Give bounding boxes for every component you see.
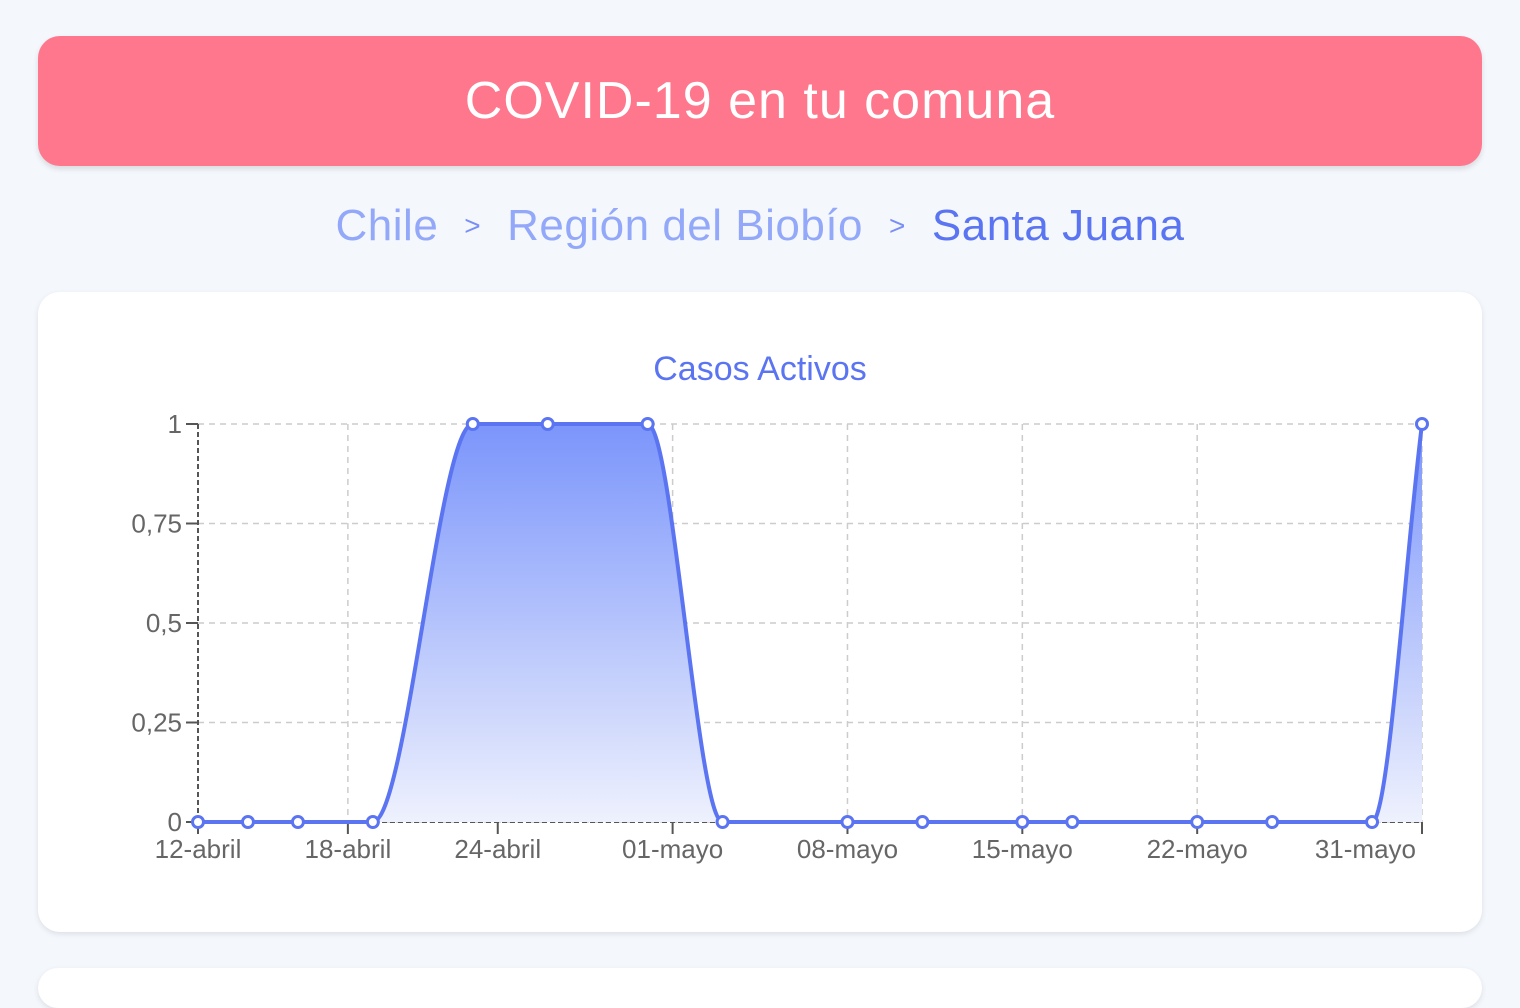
x-tick-label: 22-mayo	[1147, 834, 1248, 864]
breadcrumb-item-comuna: Santa Juana	[931, 201, 1185, 250]
breadcrumb: Chile > Región del Biobío > Santa Juana	[0, 196, 1520, 256]
chart-axes	[186, 423, 1423, 834]
x-tick-label: 24-abril	[454, 834, 541, 864]
y-tick-label: 1	[168, 409, 182, 439]
data-point[interactable]	[1365, 815, 1380, 829]
page-title: COVID-19 en tu comuna	[464, 72, 1056, 130]
data-point[interactable]	[365, 815, 380, 829]
y-tick-label: 0,75	[131, 509, 182, 539]
x-tick-label: 12-abril	[155, 834, 242, 864]
data-point[interactable]	[915, 815, 930, 829]
chart-card: Casos Activos 0 0,25 0,5 0,75 1 12-abril 18-ab…	[38, 292, 1482, 932]
data-point[interactable]	[465, 417, 480, 431]
y-tick-label: 0,5	[146, 608, 182, 638]
data-point[interactable]	[540, 417, 555, 431]
chart-tick-labels: 0 0,25 0,5 0,75 1 12-abril 18-abril 24-abril 01-…	[131, 409, 1416, 864]
data-point[interactable]	[840, 815, 855, 829]
y-tick-label: 0,25	[131, 708, 182, 738]
data-point[interactable]	[640, 417, 655, 431]
chart-title: Casos Activos	[653, 350, 867, 388]
series-line	[197, 422, 1424, 825]
data-point[interactable]	[290, 815, 305, 829]
next-card	[38, 968, 1482, 1008]
data-point[interactable]	[1190, 815, 1205, 829]
chart-grid	[198, 423, 1423, 823]
data-point[interactable]	[191, 815, 205, 829]
data-point[interactable]	[715, 815, 730, 829]
chart-series	[191, 417, 1429, 829]
data-point[interactable]	[240, 815, 255, 829]
active-cases-chart: Casos Activos 0 0,25 0,5 0,75 1 12-abril 18-ab…	[131, 350, 1429, 864]
x-tick-label: 01-mayo	[622, 834, 723, 864]
x-tick-label: 31-mayo	[1315, 834, 1416, 864]
data-point[interactable]	[1265, 815, 1280, 829]
x-tick-label: 08-mayo	[797, 834, 898, 864]
breadcrumb-item-region[interactable]: Región del Biobío	[507, 201, 864, 250]
x-tick-label: 18-abril	[305, 834, 392, 864]
breadcrumb-separator: >	[889, 210, 906, 241]
data-point[interactable]	[1065, 815, 1080, 829]
y-tick-label: 0	[168, 807, 182, 837]
data-point[interactable]	[1415, 417, 1429, 431]
data-point[interactable]	[1015, 815, 1030, 829]
series-area-fill	[198, 424, 1422, 822]
x-tick-label: 15-mayo	[972, 834, 1073, 864]
breadcrumb-separator: >	[464, 210, 482, 241]
app-header: COVID-19 en tu comuna	[38, 36, 1482, 166]
breadcrumb-item-country[interactable]: Chile	[335, 201, 439, 250]
